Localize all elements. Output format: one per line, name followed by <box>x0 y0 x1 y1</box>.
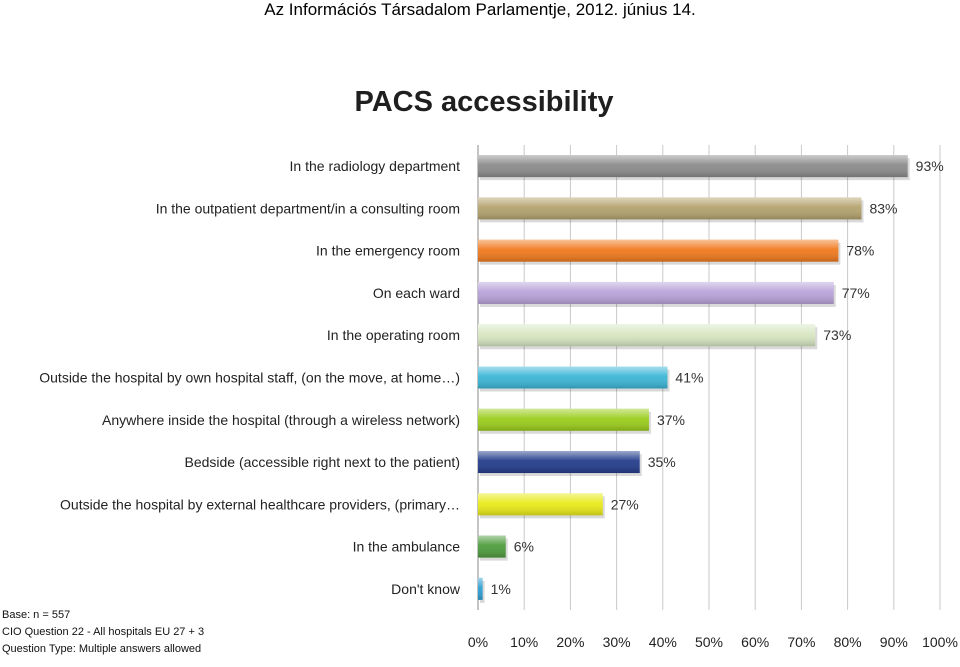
category-label: In the emergency room <box>316 243 460 259</box>
data-label: 77% <box>842 285 870 301</box>
bar-highlight <box>478 577 483 600</box>
bar-highlight <box>478 155 908 178</box>
data-label: 27% <box>611 496 639 512</box>
bar-highlight <box>478 451 640 474</box>
data-label: 93% <box>916 158 944 174</box>
category-label: Don't know <box>391 581 461 597</box>
question-type-note: Question Type: Multiple answers allowed <box>2 643 202 655</box>
category-label: In the ambulance <box>353 539 461 555</box>
category-label: Anywhere inside the hospital (through a … <box>102 412 460 428</box>
x-tick-label: 50% <box>695 634 723 650</box>
category-label: In the operating room <box>327 327 460 343</box>
x-tick-label: 30% <box>603 634 631 650</box>
x-tick-label: 100% <box>922 634 958 650</box>
x-tick-label: 0% <box>468 634 488 650</box>
bar-highlight <box>478 324 816 347</box>
x-tick-label: 20% <box>556 634 584 650</box>
chart-title: PACS accessibility <box>355 86 614 118</box>
base-notes: Base: n = 557 CIO Question 22 - All hosp… <box>2 607 204 658</box>
x-tick-label: 60% <box>741 634 769 650</box>
data-label: 35% <box>648 454 676 470</box>
x-tick-label: 90% <box>880 634 908 650</box>
bar-highlight <box>478 197 862 220</box>
x-tick-label: 10% <box>510 634 538 650</box>
page-title: Az Információs Társadalom Parlamentje, 2… <box>264 0 696 19</box>
category-label: Bedside (accessible right next to the pa… <box>185 454 461 470</box>
category-label: In the radiology department <box>290 158 461 174</box>
data-label: 1% <box>491 581 511 597</box>
question-note: CIO Question 22 - All hospitals EU 27 + … <box>2 626 205 638</box>
x-tick-label: 40% <box>649 634 677 650</box>
x-tick-label: 70% <box>787 634 815 650</box>
data-label: 41% <box>675 370 703 386</box>
data-label: 37% <box>657 412 685 428</box>
bar-highlight <box>478 535 506 558</box>
bar-highlight <box>478 239 839 262</box>
category-label: On each ward <box>373 285 460 301</box>
base-note: Base: n = 557 <box>2 609 71 621</box>
bar-highlight <box>478 281 834 304</box>
category-label: Outside the hospital by own hospital sta… <box>39 370 460 386</box>
data-label: 78% <box>846 243 874 259</box>
bar-highlight <box>478 366 668 389</box>
data-label: 83% <box>869 200 897 216</box>
data-label: 73% <box>823 327 851 343</box>
category-label: Outside the hospital by external healthc… <box>60 496 460 512</box>
bar-highlight <box>478 408 649 431</box>
data-label: 6% <box>514 539 534 555</box>
x-tick-label: 80% <box>834 634 862 650</box>
bar-highlight <box>478 493 603 516</box>
category-label: In the outpatient department/in a consul… <box>156 200 460 216</box>
